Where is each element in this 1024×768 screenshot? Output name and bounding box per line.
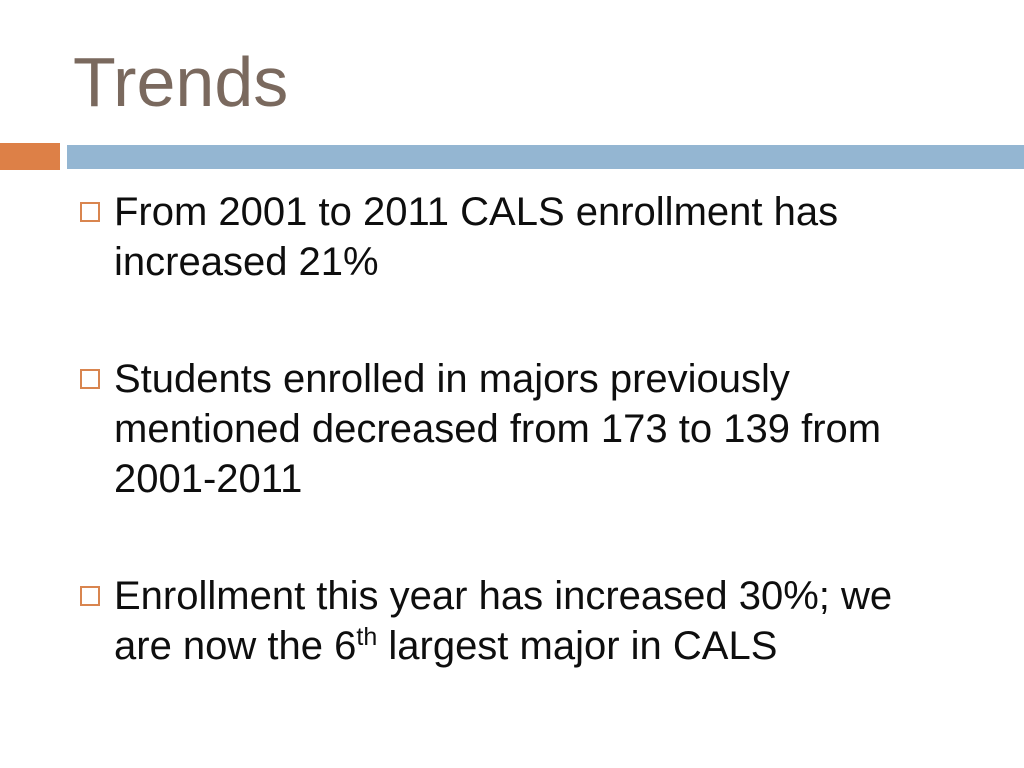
text-segment: Students enrolled in majors previously m…: [114, 357, 882, 501]
divider-orange-block: [0, 143, 60, 170]
bullet-text: From 2001 to 2011 CALS enrollment has in…: [114, 187, 929, 287]
bullet-square-icon: [80, 202, 100, 222]
bullet-text: Students enrolled in majors previously m…: [114, 354, 929, 504]
bullet-text: Enrollment this year has increased 30%; …: [114, 571, 929, 671]
bullet-list: From 2001 to 2011 CALS enrollment has in…: [80, 187, 929, 738]
slide-title: Trends: [73, 43, 289, 121]
divider-blue-band: [67, 145, 1024, 169]
text-segment: largest major in CALS: [377, 624, 778, 668]
list-item: From 2001 to 2011 CALS enrollment has in…: [80, 187, 929, 287]
bullet-square-icon: [80, 586, 100, 606]
text-segment: From 2001 to 2011 CALS enrollment has in…: [114, 190, 839, 284]
superscript-text: th: [356, 623, 378, 651]
text-segment: Enrollment this year has increased 30%; …: [114, 574, 893, 668]
list-item: Students enrolled in majors previously m…: [80, 354, 929, 504]
list-item: Enrollment this year has increased 30%; …: [80, 571, 929, 671]
bullet-square-icon: [80, 369, 100, 389]
